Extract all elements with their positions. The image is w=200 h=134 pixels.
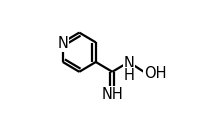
Text: H: H: [123, 68, 134, 83]
Text: N: N: [57, 36, 68, 51]
Text: NH: NH: [101, 87, 123, 102]
Text: OH: OH: [144, 66, 166, 81]
Text: N: N: [123, 56, 134, 71]
